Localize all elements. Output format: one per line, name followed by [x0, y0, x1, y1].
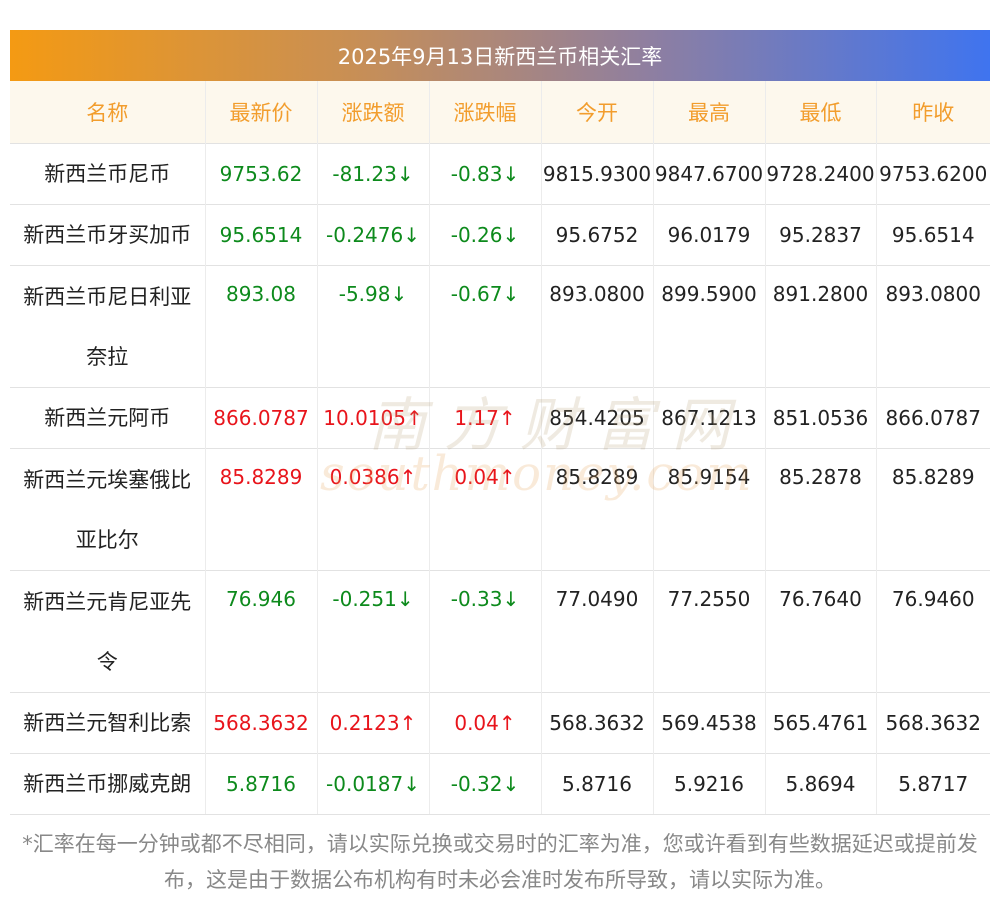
- table-row: 新西兰币尼日利亚奈拉 893.08 -5.98↓ -0.67↓ 893.0800 899.…: [10, 265, 990, 388]
- cell-change: 0.0386↑: [316, 448, 429, 571]
- cell-prev-close: 95.6514: [875, 204, 990, 266]
- cell-low: 851.0536: [764, 387, 876, 449]
- cell-currency-name: 新西兰币挪威克朗: [10, 753, 205, 815]
- cell-high: 867.1213: [652, 387, 765, 449]
- cell-currency-name: 新西兰元阿币: [10, 387, 205, 449]
- column-header-name: 名称: [10, 81, 205, 144]
- cell-latest-price: 9753.62: [204, 143, 317, 205]
- cell-latest-price: 568.3632: [204, 692, 317, 754]
- cell-latest-price: 95.6514: [204, 204, 317, 266]
- column-header-change-pct: 涨跌幅: [428, 81, 541, 144]
- cell-currency-name: 新西兰元埃塞俄比亚比尔: [10, 448, 205, 571]
- cell-high: 5.9216: [652, 753, 765, 815]
- cell-latest-price: 866.0787: [204, 387, 317, 449]
- cell-prev-close: 893.0800: [875, 265, 990, 388]
- cell-change: 10.0105↑: [316, 387, 429, 449]
- column-header-latest: 最新价: [204, 81, 317, 144]
- cell-low: 85.2878: [764, 448, 876, 571]
- cell-currency-name: 新西兰币牙买加币: [10, 204, 205, 266]
- table-row: 新西兰元智利比索 568.3632 0.2123↑ 0.04↑ 568.3632 569.…: [10, 692, 990, 754]
- cell-change: -5.98↓: [316, 265, 429, 388]
- table-header-row: 名称 最新价 涨跌额 涨跌幅 今开 最高 最低 昨收: [10, 81, 990, 144]
- cell-latest-price: 893.08: [204, 265, 317, 388]
- cell-change: -0.251↓: [316, 570, 429, 693]
- cell-currency-name: 新西兰币尼日利亚奈拉: [10, 265, 205, 388]
- cell-change-pct: -0.26↓: [428, 204, 541, 266]
- column-header-change: 涨跌额: [316, 81, 429, 144]
- cell-change: 0.2123↑: [316, 692, 429, 754]
- cell-low: 565.4761: [764, 692, 876, 754]
- cell-low: 76.7640: [764, 570, 876, 693]
- cell-open: 9815.9300: [540, 143, 653, 205]
- cell-high: 569.4538: [652, 692, 765, 754]
- cell-high: 899.5900: [652, 265, 765, 388]
- cell-open: 77.0490: [540, 570, 653, 693]
- table-row: 新西兰币牙买加币 95.6514 -0.2476↓ -0.26↓ 95.6752 96.0…: [10, 204, 990, 266]
- cell-open: 854.4205: [540, 387, 653, 449]
- cell-low: 5.8694: [764, 753, 876, 815]
- cell-change-pct: -0.33↓: [428, 570, 541, 693]
- cell-change: -0.0187↓: [316, 753, 429, 815]
- cell-prev-close: 76.9460: [875, 570, 990, 693]
- cell-prev-close: 85.8289: [875, 448, 990, 571]
- column-header-high: 最高: [652, 81, 765, 144]
- cell-open: 568.3632: [540, 692, 653, 754]
- cell-latest-price: 76.946: [204, 570, 317, 693]
- cell-prev-close: 9753.6200: [875, 143, 990, 205]
- cell-high: 77.2550: [652, 570, 765, 693]
- cell-high: 85.9154: [652, 448, 765, 571]
- cell-change-pct: 1.17↑: [428, 387, 541, 449]
- cell-change-pct: -0.67↓: [428, 265, 541, 388]
- cell-high: 96.0179: [652, 204, 765, 266]
- exchange-rate-table: 名称 最新价 涨跌额 涨跌幅 今开 最高 最低 昨收 新西兰币尼币 9753.62…: [10, 81, 990, 815]
- cell-change: -81.23↓: [316, 143, 429, 205]
- cell-low: 95.2837: [764, 204, 876, 266]
- cell-high: 9847.6700: [652, 143, 765, 205]
- column-header-prev-close: 昨收: [875, 81, 990, 144]
- cell-currency-name: 新西兰元肯尼亚先令: [10, 570, 205, 693]
- table-row: 新西兰元阿币 866.0787 10.0105↑ 1.17↑ 854.4205 867.1…: [10, 387, 990, 449]
- cell-prev-close: 866.0787: [875, 387, 990, 449]
- cell-open: 893.0800: [540, 265, 653, 388]
- cell-change-pct: 0.04↑: [428, 448, 541, 571]
- column-header-open: 今开: [540, 81, 653, 144]
- cell-currency-name: 新西兰元智利比索: [10, 692, 205, 754]
- cell-low: 891.2800: [764, 265, 876, 388]
- cell-open: 85.8289: [540, 448, 653, 571]
- cell-latest-price: 85.8289: [204, 448, 317, 571]
- cell-prev-close: 5.8717: [875, 753, 990, 815]
- cell-low: 9728.2400: [764, 143, 876, 205]
- cell-open: 95.6752: [540, 204, 653, 266]
- cell-change: -0.2476↓: [316, 204, 429, 266]
- cell-change-pct: 0.04↑: [428, 692, 541, 754]
- table-row: 新西兰元肯尼亚先令 76.946 -0.251↓ -0.33↓ 77.0490 77.25…: [10, 570, 990, 693]
- cell-change-pct: -0.32↓: [428, 753, 541, 815]
- table-row: 新西兰币尼币 9753.62 -81.23↓ -0.83↓ 9815.9300 9847.…: [10, 143, 990, 205]
- cell-currency-name: 新西兰币尼币: [10, 143, 205, 205]
- cell-change-pct: -0.83↓: [428, 143, 541, 205]
- page-title: 2025年9月13日新西兰币相关汇率: [10, 30, 990, 81]
- cell-latest-price: 5.8716: [204, 753, 317, 815]
- cell-open: 5.8716: [540, 753, 653, 815]
- table-row: 新西兰币挪威克朗 5.8716 -0.0187↓ -0.32↓ 5.8716 5.9216…: [10, 753, 990, 815]
- disclaimer-footnote: *汇率在每一分钟或都不尽相同，请以实际兑换或交易时的汇率为准，您或许看到有些数据…: [22, 832, 978, 892]
- table-row: 新西兰元埃塞俄比亚比尔 85.8289 0.0386↑ 0.04↑ 85.8289 85.…: [10, 448, 990, 571]
- column-header-low: 最低: [764, 81, 876, 144]
- cell-prev-close: 568.3632: [875, 692, 990, 754]
